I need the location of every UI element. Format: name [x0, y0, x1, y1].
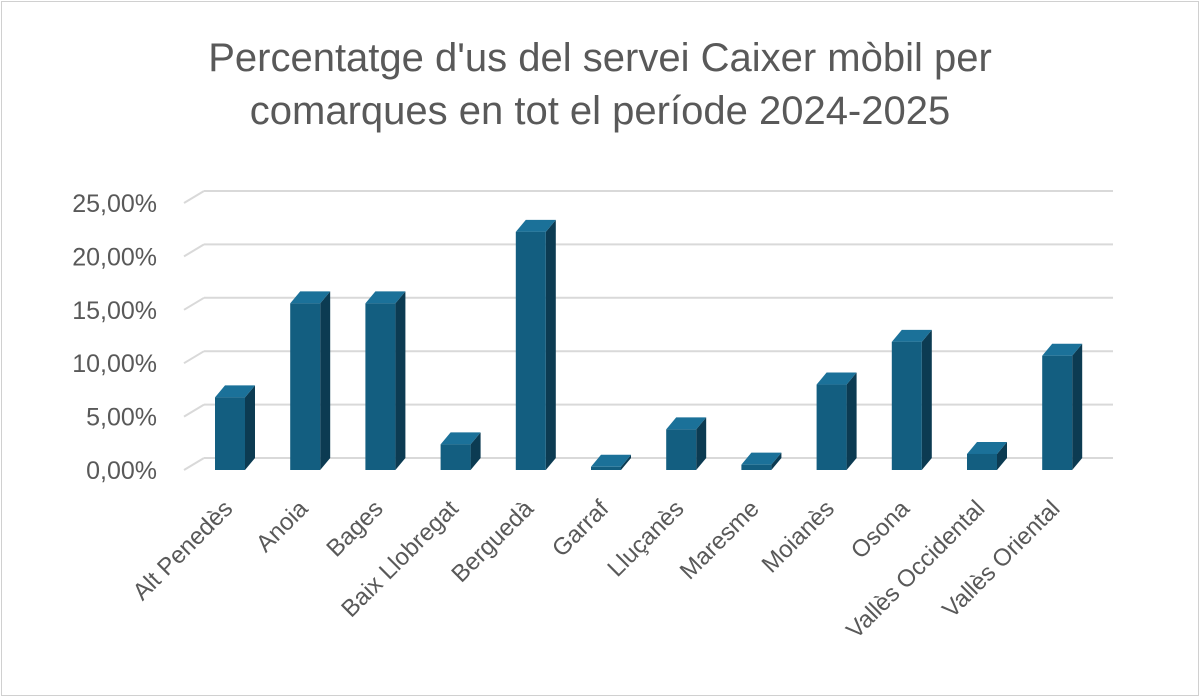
y-tick-label: 0,00%	[86, 457, 157, 485]
x-category-label: Garraf	[547, 495, 614, 562]
bar-top	[365, 291, 406, 304]
bar-top	[1042, 343, 1083, 356]
bar-side	[1072, 343, 1083, 470]
bar	[591, 466, 621, 470]
x-category-label: Bages	[321, 495, 388, 562]
gridline-diag-3	[183, 296, 205, 311]
bar	[891, 341, 922, 470]
bar-top	[290, 291, 331, 304]
bar-side	[846, 372, 857, 470]
bar-side	[997, 441, 1007, 470]
bar-top	[891, 329, 932, 342]
y-tick-label: 5,00%	[86, 404, 157, 432]
y-tick-label: 20,00%	[72, 243, 157, 271]
gridline-diag-2	[183, 350, 205, 365]
bar	[515, 231, 546, 470]
bar	[290, 303, 321, 470]
x-category-label: Vallès Occidental	[841, 495, 990, 644]
x-category-label: Osona	[846, 495, 916, 565]
bar	[1042, 355, 1073, 470]
gridline-diag-0	[183, 457, 205, 471]
bar-side	[621, 454, 631, 470]
bar	[215, 397, 245, 470]
bar	[365, 303, 396, 470]
bar-side	[696, 417, 707, 470]
bar-side	[771, 452, 782, 470]
x-category-label: Moianès	[757, 495, 840, 578]
gridline-diag-4	[183, 243, 205, 258]
bar-top	[741, 452, 782, 465]
bar	[967, 453, 997, 470]
bar-top	[215, 385, 255, 398]
y-tick-label: 25,00%	[72, 190, 157, 218]
bar	[741, 464, 772, 470]
bar-top	[591, 454, 631, 467]
bar-top	[440, 432, 481, 445]
chart-title-line-1: Percentatge d'us del servei Caixer mòbil…	[208, 36, 992, 80]
bar-side	[245, 385, 255, 470]
gridline-diag-5	[183, 190, 205, 204]
bar-side	[320, 291, 331, 470]
x-category-label: Alt Penedès	[128, 495, 239, 606]
bar	[666, 429, 697, 470]
bar-top	[816, 372, 857, 385]
bar-side	[921, 329, 932, 470]
bar	[816, 384, 847, 470]
chart-title-line-2: comarques en tot el període 2024-2025	[249, 89, 951, 133]
x-category-label: Anoia	[251, 495, 314, 558]
x-category-label: Berguedà	[446, 495, 539, 588]
bar	[440, 444, 471, 470]
x-category-label: Lluçanès	[602, 495, 689, 582]
y-tick-label: 15,00%	[72, 297, 157, 325]
bar-top	[967, 441, 1007, 454]
y-tick-label: 10,00%	[72, 350, 157, 378]
bar-top	[515, 219, 556, 232]
bar-top	[666, 417, 707, 430]
bar-side	[545, 219, 556, 470]
bar-side	[395, 291, 406, 470]
x-category-label: Maresme	[675, 495, 765, 585]
gridline-diag-1	[183, 403, 205, 418]
bar-side	[470, 432, 481, 470]
